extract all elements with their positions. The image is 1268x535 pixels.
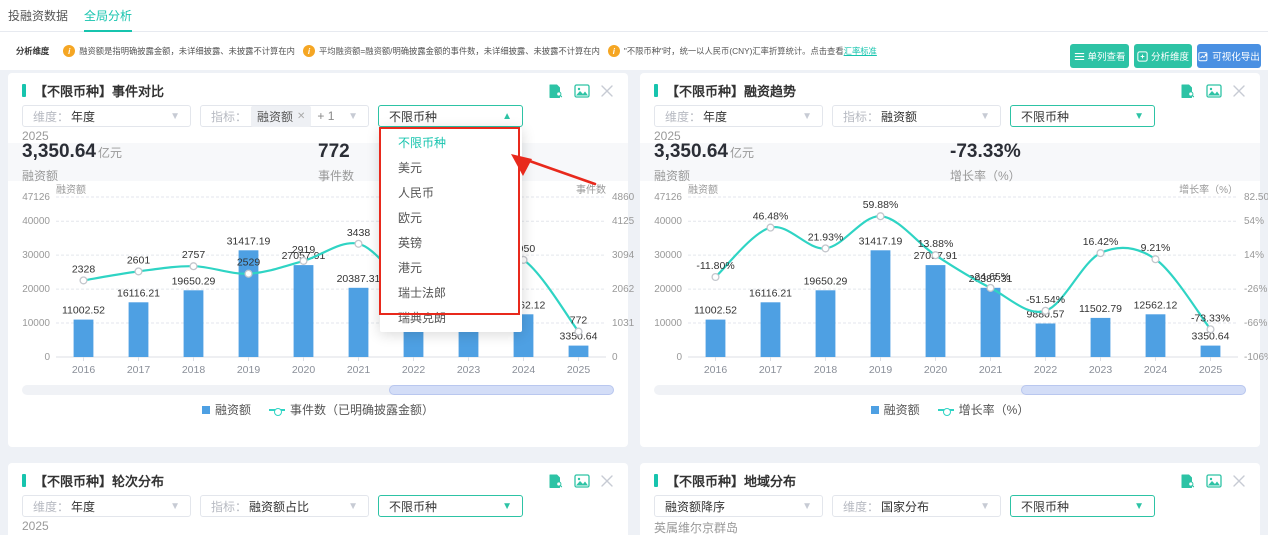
svg-text:2022: 2022 (402, 364, 426, 376)
svg-text:30000: 30000 (654, 250, 682, 261)
svg-text:-51.54%: -51.54% (1026, 294, 1065, 306)
svg-text:融资额: 融资额 (688, 183, 718, 196)
svg-text:2024: 2024 (512, 364, 536, 376)
svg-text:47126: 47126 (654, 192, 682, 203)
svg-text:21.93%: 21.93% (808, 231, 844, 243)
svg-text:2018: 2018 (814, 364, 838, 376)
svg-text:2019: 2019 (869, 364, 893, 376)
svg-text:2020: 2020 (292, 364, 316, 376)
svg-text:2023: 2023 (457, 364, 481, 376)
svg-text:0: 0 (676, 352, 682, 363)
svg-text:46.48%: 46.48% (753, 211, 789, 223)
svg-text:2025: 2025 (1199, 364, 1223, 376)
svg-text:11002.52: 11002.52 (62, 305, 105, 317)
svg-text:2016: 2016 (72, 364, 96, 376)
svg-text:20387.31: 20387.31 (337, 273, 381, 285)
svg-text:31417.19: 31417.19 (227, 235, 271, 247)
svg-text:2019: 2019 (237, 364, 261, 376)
svg-text:2023: 2023 (1089, 364, 1113, 376)
svg-text:2022: 2022 (1034, 364, 1058, 376)
svg-text:31417.19: 31417.19 (859, 235, 903, 247)
svg-text:82.50%: 82.50% (1244, 192, 1268, 203)
svg-text:12562.12: 12562.12 (1134, 299, 1178, 311)
svg-text:20000: 20000 (654, 284, 682, 295)
svg-text:4125: 4125 (612, 216, 635, 227)
svg-text:2919: 2919 (292, 244, 316, 256)
svg-text:融资额: 融资额 (56, 183, 86, 196)
svg-text:2017: 2017 (127, 364, 151, 376)
svg-text:2020: 2020 (924, 364, 948, 376)
svg-text:2529: 2529 (237, 257, 261, 269)
svg-text:事件数: 事件数 (576, 183, 606, 196)
svg-text:16116.21: 16116.21 (117, 287, 160, 299)
svg-text:-73.33%: -73.33% (1191, 312, 1230, 324)
svg-text:14%: 14% (1244, 250, 1264, 261)
svg-text:-24.65%: -24.65% (971, 271, 1010, 283)
svg-text:16.42%: 16.42% (1083, 236, 1119, 248)
svg-text:59.88%: 59.88% (863, 199, 899, 211)
svg-text:13.88%: 13.88% (918, 238, 954, 250)
svg-text:4860: 4860 (612, 192, 635, 203)
svg-text:2021: 2021 (347, 364, 371, 376)
svg-text:9.21%: 9.21% (1141, 242, 1171, 254)
svg-text:-26%: -26% (1244, 284, 1267, 295)
svg-text:-66%: -66% (1244, 318, 1267, 329)
svg-text:0: 0 (612, 352, 618, 363)
svg-text:2328: 2328 (72, 263, 96, 275)
svg-text:3438: 3438 (347, 227, 371, 239)
svg-text:47126: 47126 (22, 192, 50, 203)
svg-text:2018: 2018 (182, 364, 206, 376)
svg-text:2757: 2757 (182, 249, 206, 261)
svg-text:-11.80%: -11.80% (696, 260, 734, 272)
svg-text:11002.52: 11002.52 (694, 305, 737, 317)
svg-text:增长率（%）: 增长率（%） (1179, 183, 1238, 196)
svg-text:2025: 2025 (567, 364, 591, 376)
svg-text:16116.21: 16116.21 (749, 287, 792, 299)
svg-text:19650.29: 19650.29 (172, 275, 216, 287)
svg-text:20000: 20000 (22, 284, 50, 295)
svg-text:2601: 2601 (127, 254, 151, 266)
svg-text:1031: 1031 (612, 318, 635, 329)
svg-text:40000: 40000 (22, 216, 50, 227)
svg-text:2017: 2017 (759, 364, 783, 376)
svg-text:3094: 3094 (612, 250, 635, 261)
svg-text:-106%: -106% (1244, 352, 1268, 363)
svg-text:772: 772 (570, 315, 588, 327)
svg-text:0: 0 (44, 352, 50, 363)
svg-text:40000: 40000 (654, 216, 682, 227)
svg-text:30000: 30000 (22, 250, 50, 261)
svg-text:19650.29: 19650.29 (804, 275, 848, 287)
svg-text:2024: 2024 (1144, 364, 1168, 376)
svg-text:2062: 2062 (612, 284, 635, 295)
svg-text:11502.79: 11502.79 (1079, 303, 1122, 315)
svg-text:10000: 10000 (22, 318, 50, 329)
svg-text:2021: 2021 (979, 364, 1003, 376)
svg-text:2016: 2016 (704, 364, 728, 376)
svg-text:10000: 10000 (654, 318, 682, 329)
svg-text:54%: 54% (1244, 216, 1264, 227)
